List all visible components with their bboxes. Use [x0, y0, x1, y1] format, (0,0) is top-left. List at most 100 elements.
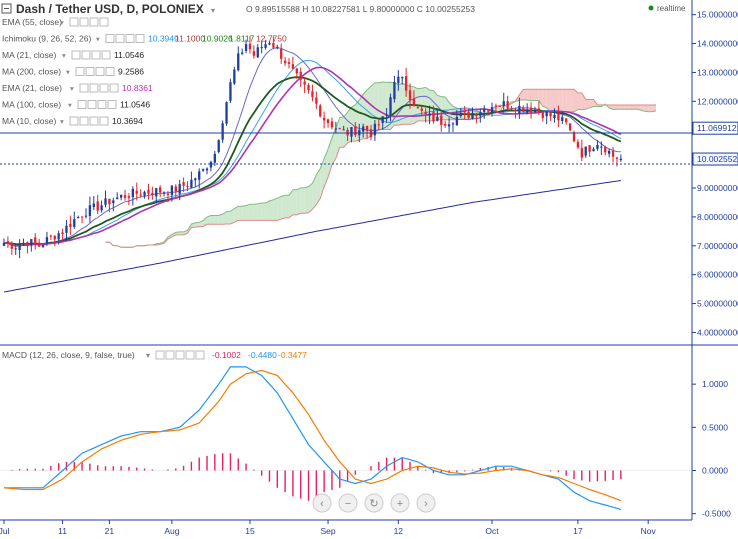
close-icon[interactable] [89, 17, 99, 27]
reset-button[interactable] [364, 493, 384, 513]
candle-body[interactable] [483, 108, 486, 112]
candle-body[interactable] [6, 241, 10, 244]
candle-body[interactable] [209, 161, 213, 168]
close-icon[interactable] [97, 100, 107, 109]
candle-body[interactable] [41, 245, 45, 247]
candle-body[interactable] [354, 126, 357, 136]
candle-body[interactable] [525, 109, 529, 113]
symbol-dropdown-icon[interactable]: ▾ [211, 6, 215, 15]
candle-body[interactable] [244, 44, 248, 51]
candle-body[interactable] [37, 242, 41, 247]
candle-body[interactable] [303, 81, 306, 85]
candle-body[interactable] [65, 225, 68, 233]
candle-body[interactable] [104, 198, 107, 205]
candle-body[interactable] [2, 242, 6, 246]
candle-body[interactable] [428, 113, 431, 116]
candle-body[interactable] [174, 186, 177, 192]
candle-body[interactable] [486, 110, 490, 112]
candle-body[interactable] [88, 205, 92, 216]
candle-body[interactable] [444, 124, 447, 126]
close-icon[interactable] [99, 83, 109, 93]
close-icon[interactable] [175, 350, 185, 360]
candle-body[interactable] [135, 190, 138, 194]
candle-body[interactable] [529, 107, 533, 114]
candle-body[interactable] [451, 123, 455, 125]
candle-body[interactable] [155, 188, 158, 197]
plus-icon[interactable] [101, 50, 111, 60]
candle-body[interactable] [186, 185, 189, 187]
candle-body[interactable] [198, 171, 201, 180]
candle-body[interactable] [436, 116, 439, 121]
candle-body[interactable] [553, 114, 556, 119]
eye-icon[interactable] [79, 83, 89, 93]
candle-body[interactable] [116, 197, 119, 200]
scroll-right-button[interactable] [416, 493, 436, 513]
candle-body[interactable] [350, 127, 353, 137]
candle-body[interactable] [49, 235, 53, 237]
candle-body[interactable] [404, 76, 408, 91]
candle-body[interactable] [330, 121, 334, 128]
candle-body[interactable] [549, 111, 552, 117]
candle-body[interactable] [10, 243, 13, 249]
zoom-in-button[interactable] [390, 493, 410, 513]
plus-icon[interactable] [185, 350, 195, 360]
candle-body[interactable] [424, 111, 427, 115]
candle-body[interactable] [588, 145, 591, 152]
candle-body[interactable] [307, 85, 310, 91]
candle-body[interactable] [26, 242, 29, 246]
candle-body[interactable] [494, 105, 498, 107]
plus-icon[interactable] [99, 116, 109, 126]
candle-body[interactable] [490, 107, 494, 112]
indicator-dropdown-icon[interactable]: ▾ [66, 68, 70, 77]
candle-body[interactable] [205, 168, 209, 171]
indicator-dropdown-icon[interactable]: ▾ [70, 84, 74, 93]
scroll-left-button[interactable] [312, 493, 332, 513]
gear-icon[interactable] [115, 34, 125, 43]
candle-body[interactable] [151, 192, 154, 195]
candle-body[interactable] [143, 191, 146, 196]
indicator-dropdown-icon[interactable]: ▾ [68, 101, 72, 110]
candle-body[interactable] [178, 184, 181, 194]
candle-body[interactable] [471, 112, 474, 119]
candle-body[interactable] [22, 242, 25, 244]
candle-body[interactable] [615, 157, 619, 159]
candle-body[interactable] [498, 105, 501, 107]
candle-body[interactable] [408, 90, 412, 101]
candle-body[interactable] [127, 196, 131, 199]
candle-body[interactable] [194, 178, 197, 181]
eye-icon[interactable] [155, 350, 165, 360]
candle-body[interactable] [108, 198, 111, 205]
candle-body[interactable] [522, 107, 525, 113]
candle-body[interactable] [393, 82, 396, 100]
candle-body[interactable] [119, 194, 123, 198]
candle-body[interactable] [326, 119, 330, 123]
gear-icon[interactable] [87, 100, 97, 109]
eye-icon[interactable] [105, 34, 115, 43]
candle-body[interactable] [201, 169, 205, 171]
candle-body[interactable] [14, 248, 17, 250]
candle-body[interactable] [510, 108, 513, 110]
candle-body[interactable] [475, 113, 478, 116]
candle-body[interactable] [84, 215, 88, 217]
candle-body[interactable] [401, 77, 404, 79]
plus-icon[interactable] [109, 83, 119, 93]
candle-body[interactable] [283, 60, 287, 64]
candle-body[interactable] [342, 129, 345, 131]
candle-body[interactable] [112, 200, 115, 204]
candle-body[interactable] [252, 51, 256, 56]
candle-body[interactable] [600, 146, 603, 148]
eye-icon[interactable] [69, 116, 79, 126]
candle-body[interactable] [416, 107, 420, 109]
candle-body[interactable] [18, 244, 21, 251]
candle-body[interactable] [447, 124, 451, 127]
candle-body[interactable] [541, 112, 544, 118]
candle-body[interactable] [100, 205, 103, 211]
candle-body[interactable] [30, 239, 33, 246]
candle-body[interactable] [514, 109, 517, 112]
candle-body[interactable] [572, 132, 576, 142]
close-icon[interactable] [91, 50, 101, 60]
gear-icon[interactable] [165, 350, 175, 360]
candle-body[interactable] [580, 148, 583, 158]
candle-body[interactable] [34, 237, 37, 244]
candle-body[interactable] [385, 114, 388, 116]
